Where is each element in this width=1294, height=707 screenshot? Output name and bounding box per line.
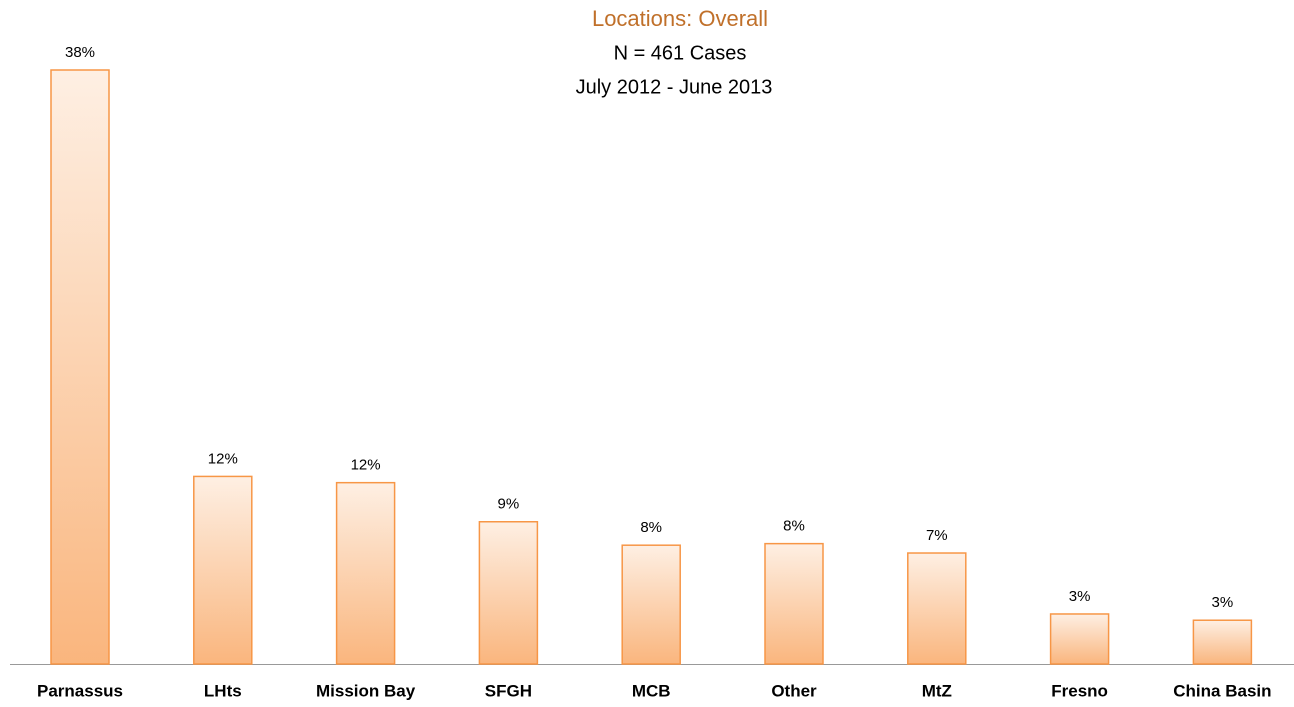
bar <box>193 475 253 665</box>
data-label: 12% <box>208 450 238 467</box>
x-tick-label: Other <box>771 681 817 700</box>
chart-title: Locations: Overall <box>592 6 768 31</box>
bar <box>1049 613 1110 665</box>
x-tick-label: MCB <box>632 681 671 700</box>
bar <box>1192 619 1253 665</box>
x-tick-label: LHts <box>204 681 242 700</box>
bar <box>478 521 539 665</box>
data-label: 12% <box>351 457 381 474</box>
chart-subtitle: N = 461 Cases <box>614 42 747 64</box>
chart-subtitle: July 2012 - June 2013 <box>576 76 773 98</box>
bar <box>907 552 967 665</box>
data-label: 3% <box>1069 588 1091 605</box>
x-tick-label: Fresno <box>1051 681 1108 700</box>
bar <box>335 481 396 665</box>
data-label: 7% <box>926 527 948 544</box>
data-label: 9% <box>498 496 520 513</box>
data-label: 38% <box>65 44 95 61</box>
x-tick-label: Parnassus <box>37 681 123 700</box>
data-label: 8% <box>640 519 662 536</box>
bar <box>764 542 824 665</box>
x-tick-label: MtZ <box>922 681 952 700</box>
data-label: 3% <box>1212 594 1234 611</box>
data-label: 8% <box>783 518 805 535</box>
bar <box>621 544 681 665</box>
x-tick-label: Mission Bay <box>316 681 416 700</box>
x-tick-label: SFGH <box>485 681 532 700</box>
bar <box>50 69 110 665</box>
x-tick-label: China Basin <box>1173 681 1271 700</box>
